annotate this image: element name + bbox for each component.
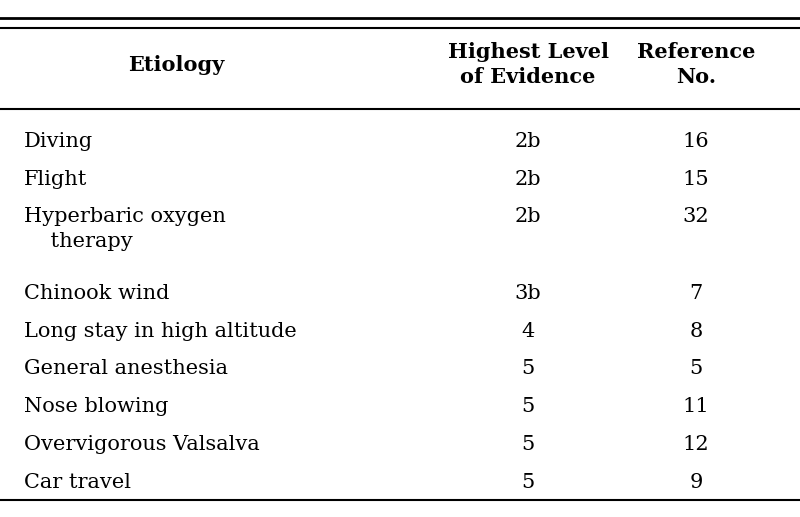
Text: Nose blowing: Nose blowing xyxy=(24,397,168,416)
Text: Overvigorous Valsalva: Overvigorous Valsalva xyxy=(24,435,260,454)
Text: Diving: Diving xyxy=(24,132,93,151)
Text: 15: 15 xyxy=(682,170,710,189)
Text: 11: 11 xyxy=(682,397,710,416)
Text: 5: 5 xyxy=(522,397,534,416)
Text: 9: 9 xyxy=(690,473,702,492)
Text: General anesthesia: General anesthesia xyxy=(24,359,228,378)
Text: 4: 4 xyxy=(522,322,534,341)
Text: 5: 5 xyxy=(522,359,534,378)
Text: 32: 32 xyxy=(682,207,710,226)
Text: Chinook wind: Chinook wind xyxy=(24,284,170,303)
Text: 2b: 2b xyxy=(514,170,542,189)
Text: 3b: 3b xyxy=(514,284,542,303)
Text: 7: 7 xyxy=(690,284,702,303)
Text: 5: 5 xyxy=(522,435,534,454)
Text: 16: 16 xyxy=(682,132,710,151)
Text: Etiology: Etiology xyxy=(128,55,224,74)
Text: Hyperbaric oxygen
    therapy: Hyperbaric oxygen therapy xyxy=(24,207,226,251)
Text: 8: 8 xyxy=(690,322,702,341)
Text: Long stay in high altitude: Long stay in high altitude xyxy=(24,322,297,341)
Text: Flight: Flight xyxy=(24,170,87,189)
Text: Highest Level
of Evidence: Highest Level of Evidence xyxy=(447,42,609,87)
Text: 2b: 2b xyxy=(514,132,542,151)
Text: Car travel: Car travel xyxy=(24,473,131,492)
Text: 5: 5 xyxy=(522,473,534,492)
Text: Reference
No.: Reference No. xyxy=(637,42,755,87)
Text: 12: 12 xyxy=(682,435,710,454)
Text: 2b: 2b xyxy=(514,207,542,226)
Text: 5: 5 xyxy=(690,359,702,378)
